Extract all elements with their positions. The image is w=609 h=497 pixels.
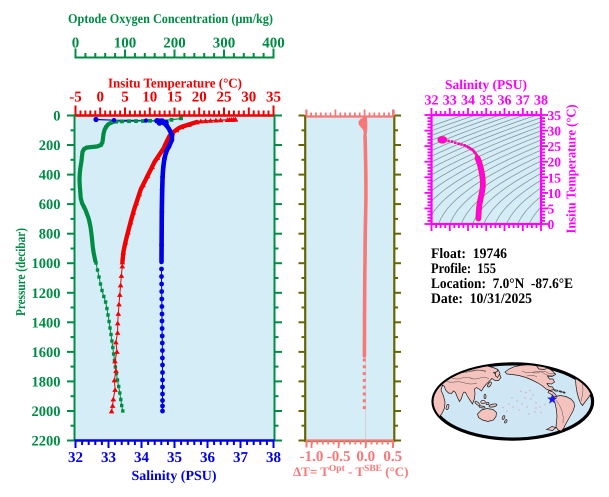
svg-text:0: 0 bbox=[72, 36, 80, 52]
svg-text:30: 30 bbox=[548, 124, 562, 139]
svg-text:0: 0 bbox=[53, 109, 60, 125]
svg-text:Date: 10/31/2025: Date: 10/31/2025 bbox=[431, 291, 532, 307]
svg-text:5: 5 bbox=[121, 90, 129, 106]
svg-text:2200: 2200 bbox=[32, 434, 61, 450]
svg-text:1800: 1800 bbox=[32, 374, 61, 390]
svg-text:10: 10 bbox=[142, 90, 157, 106]
svg-text:34: 34 bbox=[134, 450, 150, 466]
svg-text:5: 5 bbox=[548, 201, 555, 216]
svg-text:300: 300 bbox=[213, 36, 236, 52]
svg-text:36: 36 bbox=[200, 450, 216, 466]
svg-text:600: 600 bbox=[39, 197, 61, 213]
svg-text:15: 15 bbox=[548, 170, 562, 185]
svg-text:20: 20 bbox=[192, 90, 207, 106]
svg-text:ΔT= TOpt - TSBE (°C): ΔT= TOpt - TSBE (°C) bbox=[293, 464, 409, 479]
svg-text:800: 800 bbox=[39, 227, 61, 243]
svg-text:1200: 1200 bbox=[32, 286, 61, 302]
svg-text:2000: 2000 bbox=[32, 404, 61, 420]
svg-text:35: 35 bbox=[548, 108, 562, 123]
svg-text:Profile: 155: Profile: 155 bbox=[431, 261, 496, 277]
svg-text:100: 100 bbox=[114, 36, 137, 52]
svg-text:15: 15 bbox=[167, 90, 182, 106]
svg-text:20: 20 bbox=[548, 155, 562, 170]
svg-text:0: 0 bbox=[96, 90, 104, 106]
svg-text:Optode Oxygen Concentration (μ: Optode Oxygen Concentration (μm/kg) bbox=[68, 11, 273, 26]
svg-text:33: 33 bbox=[443, 94, 457, 109]
svg-text:25: 25 bbox=[548, 139, 562, 154]
svg-text:35: 35 bbox=[167, 450, 182, 466]
svg-text:200: 200 bbox=[39, 138, 61, 154]
svg-text:1000: 1000 bbox=[32, 256, 61, 272]
svg-text:1400: 1400 bbox=[32, 315, 61, 331]
svg-text:34: 34 bbox=[461, 94, 475, 109]
svg-text:32: 32 bbox=[425, 94, 439, 109]
svg-text:38: 38 bbox=[266, 450, 281, 466]
svg-text:Salinity (PSU): Salinity (PSU) bbox=[445, 77, 527, 92]
svg-text:25: 25 bbox=[217, 90, 232, 106]
svg-text:0: 0 bbox=[548, 217, 555, 232]
svg-text:Float: 19746: Float: 19746 bbox=[431, 246, 507, 262]
svg-text:35: 35 bbox=[479, 94, 493, 109]
svg-text:-0.5: -0.5 bbox=[327, 449, 351, 465]
svg-text:Salinity (PSU): Salinity (PSU) bbox=[132, 469, 217, 484]
svg-text:30: 30 bbox=[241, 90, 256, 106]
svg-text:-5: -5 bbox=[69, 90, 82, 106]
svg-text:0.5: 0.5 bbox=[383, 449, 402, 465]
svg-text:400: 400 bbox=[262, 36, 285, 52]
svg-text:0.0: 0.0 bbox=[356, 449, 375, 465]
svg-text:37: 37 bbox=[233, 450, 249, 466]
svg-text:1600: 1600 bbox=[32, 345, 61, 361]
svg-text:32: 32 bbox=[68, 450, 83, 466]
svg-text:38: 38 bbox=[534, 94, 548, 109]
svg-text:Pressure (decibar): Pressure (decibar) bbox=[13, 228, 28, 316]
svg-text:36: 36 bbox=[498, 94, 512, 109]
svg-text:200: 200 bbox=[163, 36, 186, 52]
svg-text:Insitu Temperature (°C): Insitu Temperature (°C) bbox=[108, 76, 242, 91]
svg-text:Insitu Temperature (°C): Insitu Temperature (°C) bbox=[564, 105, 579, 234]
svg-text:33: 33 bbox=[101, 450, 116, 466]
svg-text:-1.0: -1.0 bbox=[300, 449, 324, 465]
svg-text:35: 35 bbox=[266, 90, 281, 106]
svg-text:10: 10 bbox=[548, 186, 562, 201]
svg-text:37: 37 bbox=[516, 94, 530, 109]
svg-text:Location: 7.0°N -87.6°E: Location: 7.0°N -87.6°E bbox=[431, 276, 573, 292]
svg-text:400: 400 bbox=[39, 168, 61, 184]
